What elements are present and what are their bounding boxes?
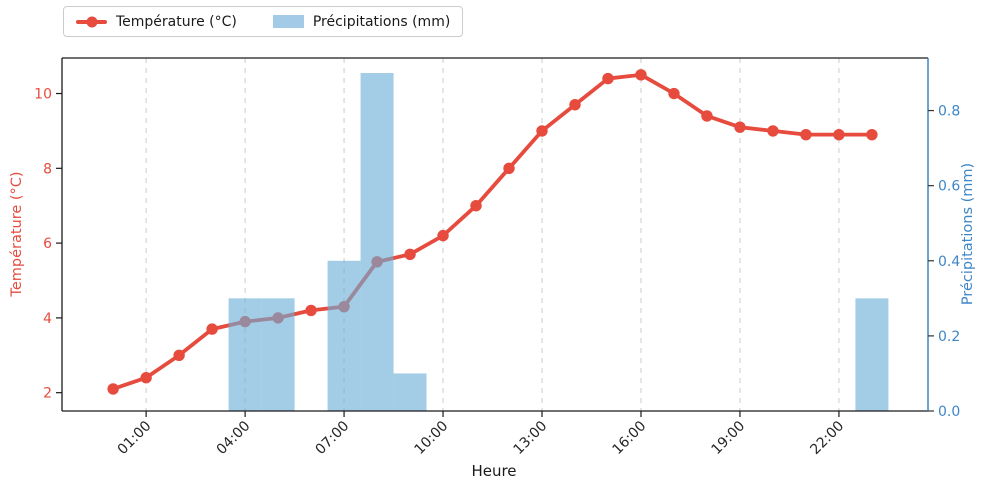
y-tick-label-right: 0.8: [938, 104, 960, 120]
temperature-point: [800, 128, 812, 141]
temperature-point: [569, 99, 581, 111]
temperature-point: [866, 128, 878, 141]
temperature-point: [701, 110, 713, 122]
y-tick-label-left: 6: [43, 236, 52, 252]
temperature-point: [635, 69, 647, 81]
temperature-dot-icon: [86, 16, 97, 27]
x-tick-label: 13:00: [511, 418, 551, 458]
y-axis-label-left: Température (°C): [9, 171, 25, 297]
precipitation-swatch-icon: [272, 15, 304, 28]
x-tick-label: 01:00: [115, 418, 155, 458]
legend: Température (°C) Précipitations (mm): [63, 6, 464, 37]
precipitation-bar: [855, 298, 889, 411]
x-tick-label: 07:00: [313, 418, 353, 458]
temperature-point: [470, 200, 482, 212]
x-tick-label: 04:00: [214, 418, 254, 458]
temperature-point: [140, 372, 152, 384]
x-tick-label: 16:00: [609, 418, 649, 458]
temperature-point: [602, 72, 614, 85]
y-axis-label-right: Précipitations (mm): [960, 162, 976, 306]
y-tick-label-left: 4: [43, 311, 52, 327]
temperature-point: [503, 162, 515, 175]
temperature-point: [536, 125, 548, 137]
temperature-point: [668, 87, 680, 100]
temperature-point: [305, 304, 317, 317]
temperature-line: [111, 72, 874, 391]
temperature-line-icon: [76, 16, 107, 27]
temperature-point: [734, 121, 746, 133]
temperature-point: [404, 248, 416, 261]
x-tick-label: 10:00: [412, 418, 452, 458]
precipitation-bar: [327, 260, 361, 411]
y-tick-label-right: 0.2: [938, 329, 960, 345]
precipitation-bar: [393, 373, 427, 411]
x-tick-label: 19:00: [708, 418, 748, 458]
y-tick-label-left: 2: [43, 386, 52, 402]
temperature-point: [107, 383, 119, 395]
legend-item-precipitation: Précipitations (mm): [272, 13, 451, 30]
y-tick-label-right: 0.4: [938, 254, 960, 270]
x-tick-label: 22:00: [807, 418, 847, 458]
temperature-point: [833, 128, 845, 141]
legend-label-temperature: Température (°C): [116, 13, 237, 30]
y-tick-label-right: 0.0: [938, 404, 960, 420]
temperature-point: [767, 125, 779, 137]
temperature-point: [206, 323, 218, 335]
temperature-point: [437, 229, 449, 242]
legend-label-precipitation: Précipitations (mm): [312, 13, 451, 30]
y-tick-label-left: 8: [43, 161, 52, 177]
x-axis-label: Heure: [471, 462, 517, 480]
y-tick-label-right: 0.6: [938, 179, 960, 195]
temperature-point: [173, 349, 185, 361]
y-tick-label-left: 10: [34, 87, 52, 103]
precipitation-bar: [228, 298, 262, 411]
precipitation-bar: [261, 298, 295, 411]
precipitation-bar: [360, 73, 394, 412]
legend-item-temperature: Température (°C): [76, 14, 237, 30]
